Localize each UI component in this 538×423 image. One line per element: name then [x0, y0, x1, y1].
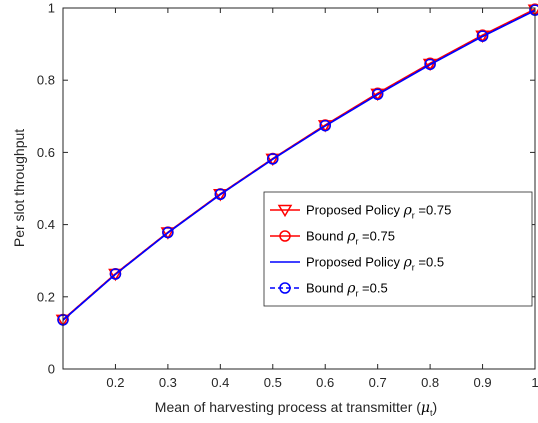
legend-entry: Bound ρr =0.5 [270, 281, 388, 299]
legend-box [263, 191, 533, 307]
series-line [62, 9, 536, 321]
y-tick-label: 0 [48, 362, 55, 377]
legend-marker [279, 230, 291, 242]
data-point [319, 119, 331, 132]
data-point [162, 226, 174, 239]
y-tick-label: 0.6 [37, 145, 55, 160]
legend-entries: Proposed Policy ρr =0.75 Bound ρr =0.75 Pr… [270, 203, 451, 299]
data-point [476, 30, 489, 42]
legend: Proposed Policy ρr =0.75 Bound ρr =0.75 Pr… [263, 191, 533, 307]
x-tick-label: 0.9 [474, 375, 492, 390]
tick-labels-layer: 0.2 0.3 0.4 0.5 0.6 0.7 0.8 0.9 1 0 0.2 0.4 0.6 0.8 1 [37, 1, 538, 391]
x-tick-label: 0.4 [211, 375, 229, 390]
data-point [267, 153, 279, 165]
y-tick-label: 0.8 [37, 73, 55, 88]
series-layer [55, 3, 538, 328]
plot-frame [62, 7, 536, 370]
x-tick-label: 0.3 [159, 375, 177, 390]
x-tick-label: 0.2 [106, 375, 124, 390]
legend-label: Bound ρr =0.5 [306, 281, 388, 299]
legend-entry: Bound ρr =0.75 [270, 229, 395, 247]
y-axis-label: Per slot throughput [11, 129, 27, 247]
legend-entry: Proposed Policy ρr =0.5 [270, 255, 444, 273]
legend-entry: Proposed Policy ρr =0.75 [270, 203, 451, 221]
legend-label: Proposed Policy ρr =0.5 [306, 255, 444, 273]
x-tick-label: 0.5 [264, 375, 282, 390]
data-point [424, 58, 436, 71]
x-tick-label: 0.6 [316, 375, 334, 390]
series-line [57, 4, 538, 326]
legend-label: Bound ρr =0.75 [306, 229, 395, 247]
data-point [214, 188, 227, 201]
data-point [109, 268, 122, 280]
data-point [371, 88, 384, 101]
legend-label: Proposed Policy ρr =0.75 [306, 203, 451, 221]
x-axis-label: Mean of harvesting process at transmitte… [155, 399, 437, 418]
series-path [62, 9, 536, 321]
y-tick-label: 1 [48, 1, 55, 16]
y-tick-label: 0.2 [37, 289, 55, 304]
legend-marker [279, 282, 291, 294]
x-tick-label: 1 [531, 375, 538, 390]
x-tick-label: 0.7 [369, 375, 387, 390]
x-tick-label: 0.8 [421, 375, 439, 390]
y-tick-label: 0.4 [37, 217, 55, 232]
plot-area [63, 8, 535, 369]
legend-marker [277, 204, 293, 218]
